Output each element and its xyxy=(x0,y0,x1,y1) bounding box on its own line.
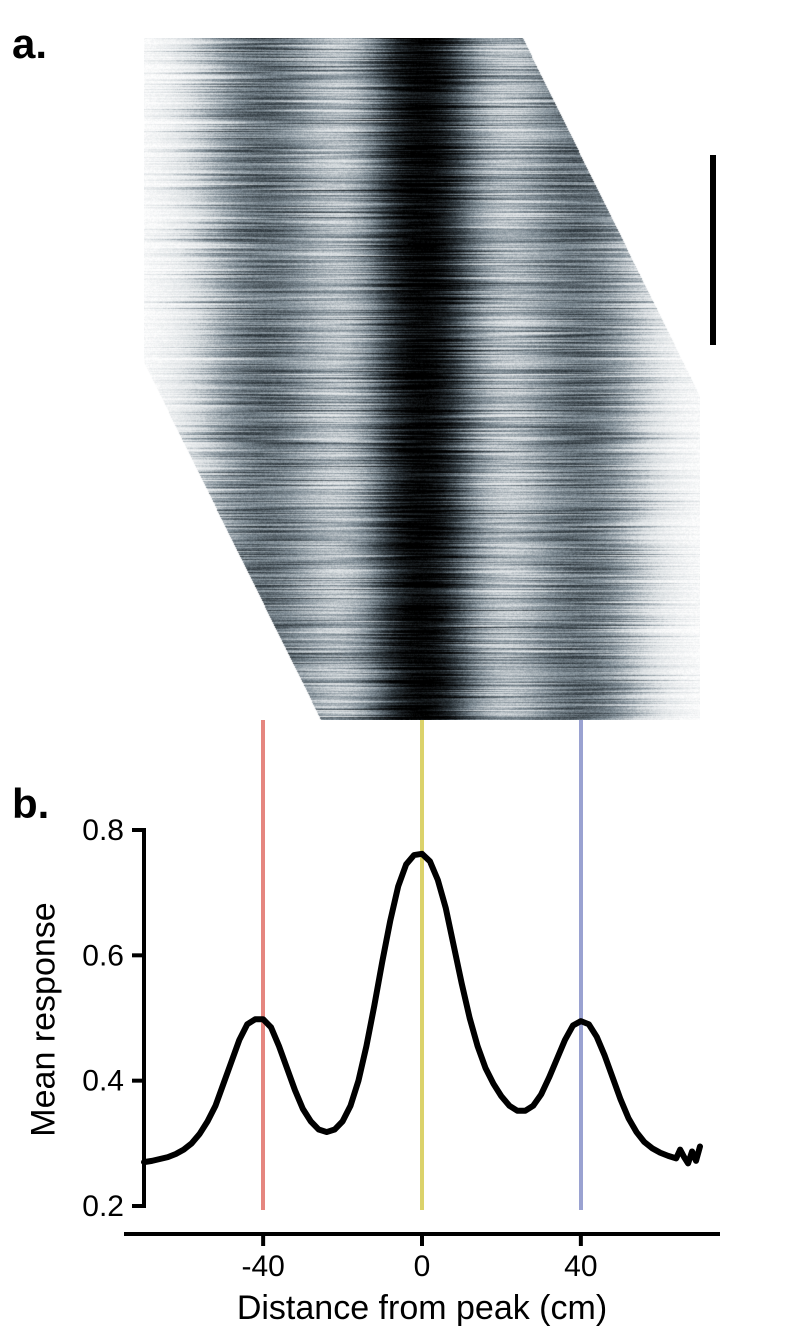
svg-text:0.2: 0.2 xyxy=(82,1190,124,1223)
svg-text:0.6: 0.6 xyxy=(82,939,124,972)
ylabel: Mean response xyxy=(25,870,64,1170)
svg-text:-40: -40 xyxy=(241,1250,284,1283)
panel-b-lineplot: 0.2 0.4 0.6 0.8 -40 0 40 xyxy=(0,0,800,1337)
svg-text:0: 0 xyxy=(414,1250,431,1283)
svg-text:0.4: 0.4 xyxy=(82,1065,124,1098)
svg-text:40: 40 xyxy=(564,1250,597,1283)
xlabel: Distance from peak (cm) xyxy=(222,1289,622,1328)
figure-container: a. b. 500 cells 0.20.40.60.8-40040 Dista… xyxy=(0,0,800,1337)
svg-text:0.8: 0.8 xyxy=(82,814,124,847)
